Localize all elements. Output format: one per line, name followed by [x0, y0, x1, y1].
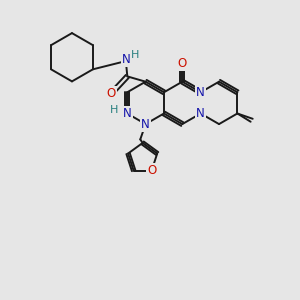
Text: O: O — [107, 87, 116, 100]
Text: O: O — [147, 164, 156, 177]
Text: N: N — [141, 118, 150, 130]
Text: O: O — [178, 57, 187, 70]
Text: H: H — [131, 50, 140, 60]
Text: H: H — [110, 105, 118, 115]
Text: N: N — [122, 53, 130, 66]
Text: N: N — [196, 86, 205, 99]
Text: N: N — [196, 107, 205, 120]
Text: N: N — [123, 107, 132, 120]
